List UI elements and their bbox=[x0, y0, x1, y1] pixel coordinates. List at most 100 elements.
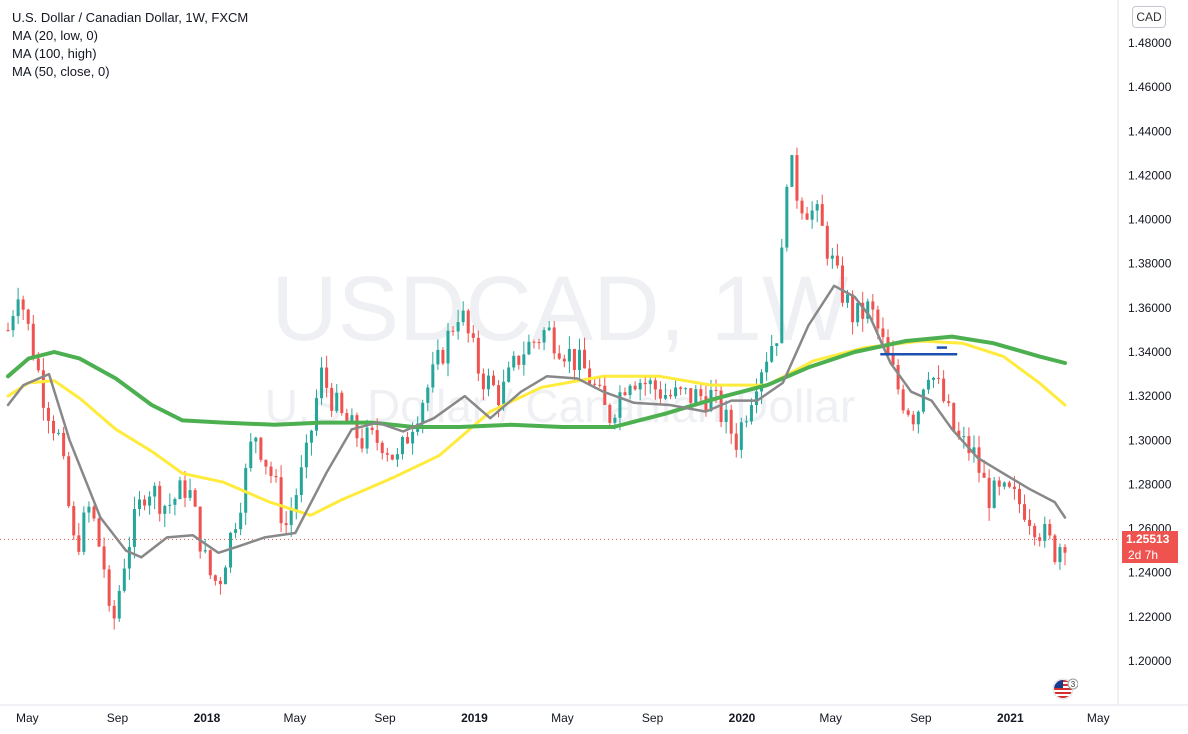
candle-body bbox=[72, 506, 76, 536]
candle-body bbox=[775, 343, 779, 347]
candle-body bbox=[421, 402, 425, 424]
candle-body bbox=[512, 355, 516, 368]
candle-body bbox=[168, 504, 172, 506]
y-tick-label: 1.32000 bbox=[1128, 389, 1172, 403]
candle-body bbox=[117, 590, 121, 619]
candle-body bbox=[41, 370, 45, 408]
candle-body bbox=[663, 394, 667, 399]
candle-body bbox=[866, 301, 870, 319]
candle-body bbox=[188, 490, 192, 498]
candle-body bbox=[127, 546, 131, 569]
candle-body bbox=[947, 401, 951, 404]
candle-body bbox=[466, 310, 470, 334]
candle-body bbox=[198, 506, 202, 552]
legend-ma20[interactable]: MA (20, low, 0) bbox=[12, 28, 98, 43]
candle-body bbox=[52, 420, 56, 434]
candle-body bbox=[891, 353, 895, 366]
candle-body bbox=[1002, 482, 1006, 487]
y-tick-label: 1.38000 bbox=[1128, 257, 1172, 271]
candle-body bbox=[325, 367, 329, 388]
candle-body bbox=[299, 467, 303, 496]
us-flag-event-icon[interactable]: 3 bbox=[1052, 676, 1078, 702]
x-tick-label: May bbox=[551, 711, 574, 725]
candle-body bbox=[962, 436, 966, 438]
candle-body bbox=[1053, 535, 1057, 563]
candle-body bbox=[598, 384, 602, 386]
candle-body bbox=[699, 389, 703, 397]
y-tick-label: 1.28000 bbox=[1128, 477, 1172, 491]
bar-countdown-label: 2d 7h bbox=[1122, 547, 1178, 564]
candle-body bbox=[931, 377, 936, 380]
candle-body bbox=[183, 480, 187, 498]
candle-body bbox=[107, 569, 111, 606]
candle-body bbox=[1007, 482, 1011, 487]
candle-body bbox=[871, 301, 875, 310]
candle-body bbox=[684, 388, 688, 390]
candle-body bbox=[972, 447, 976, 454]
candle-body bbox=[390, 454, 394, 460]
candle-body bbox=[507, 367, 511, 382]
candle-body bbox=[562, 358, 566, 362]
candle-body bbox=[112, 605, 116, 619]
candle-body bbox=[754, 391, 759, 406]
y-tick-label: 1.36000 bbox=[1128, 301, 1172, 315]
candle-body bbox=[320, 367, 324, 399]
candle-body bbox=[492, 375, 496, 386]
candle-body bbox=[456, 322, 460, 332]
candle-body bbox=[259, 437, 263, 460]
candle-body bbox=[385, 453, 389, 455]
candle-body bbox=[618, 392, 622, 418]
candle-body bbox=[426, 387, 430, 403]
candle-body bbox=[26, 309, 30, 324]
candle-body bbox=[340, 392, 344, 414]
candle-body bbox=[132, 509, 136, 547]
candle-body bbox=[173, 499, 177, 505]
candle-body bbox=[46, 407, 50, 421]
candle-body bbox=[926, 379, 930, 390]
candle-body bbox=[1033, 525, 1037, 538]
candle-body bbox=[471, 333, 475, 338]
candle-body bbox=[537, 342, 541, 344]
ma20-line bbox=[6, 284, 1067, 559]
candle-body bbox=[603, 385, 607, 405]
candle-body bbox=[810, 210, 814, 220]
candle-body bbox=[441, 349, 445, 364]
candle-body bbox=[583, 349, 587, 369]
candle-body bbox=[643, 382, 647, 385]
candle-body bbox=[1023, 504, 1027, 520]
candle-body bbox=[21, 299, 25, 310]
candle-body bbox=[588, 368, 592, 384]
candle-body bbox=[360, 438, 364, 449]
candle-body bbox=[153, 485, 157, 497]
candle-body bbox=[567, 348, 571, 362]
candle-body bbox=[648, 380, 652, 385]
candle-body bbox=[835, 255, 839, 266]
candle-body bbox=[906, 410, 910, 415]
currency-button[interactable]: CAD bbox=[1132, 6, 1166, 28]
candle-body bbox=[557, 353, 561, 359]
candle-body bbox=[613, 417, 617, 423]
candle-body bbox=[957, 430, 961, 438]
x-tick-label: Sep bbox=[107, 711, 129, 725]
x-tick-label: Sep bbox=[374, 711, 396, 725]
y-tick-label: 1.24000 bbox=[1128, 566, 1172, 580]
last-price-label: 1.25513 bbox=[1122, 531, 1178, 548]
candle-body bbox=[481, 373, 485, 390]
candle-body bbox=[679, 387, 683, 390]
candle-body bbox=[451, 330, 455, 332]
chart-legend: U.S. Dollar / Canadian Dollar, 1W, FXCM … bbox=[12, 9, 248, 81]
legend-ma50[interactable]: MA (50, close, 0) bbox=[12, 64, 110, 79]
candle-body bbox=[284, 523, 288, 526]
candle-body bbox=[249, 441, 253, 469]
candle-body bbox=[11, 316, 15, 331]
candle-body bbox=[6, 329, 10, 331]
candle-body bbox=[846, 294, 850, 303]
y-tick-label: 1.30000 bbox=[1128, 433, 1172, 447]
candle-body bbox=[780, 247, 784, 344]
legend-ma100[interactable]: MA (100, high) bbox=[12, 46, 97, 61]
candle-body bbox=[375, 430, 379, 443]
candle-body bbox=[825, 225, 829, 259]
candle-body bbox=[633, 385, 637, 390]
candle-body bbox=[714, 389, 718, 391]
